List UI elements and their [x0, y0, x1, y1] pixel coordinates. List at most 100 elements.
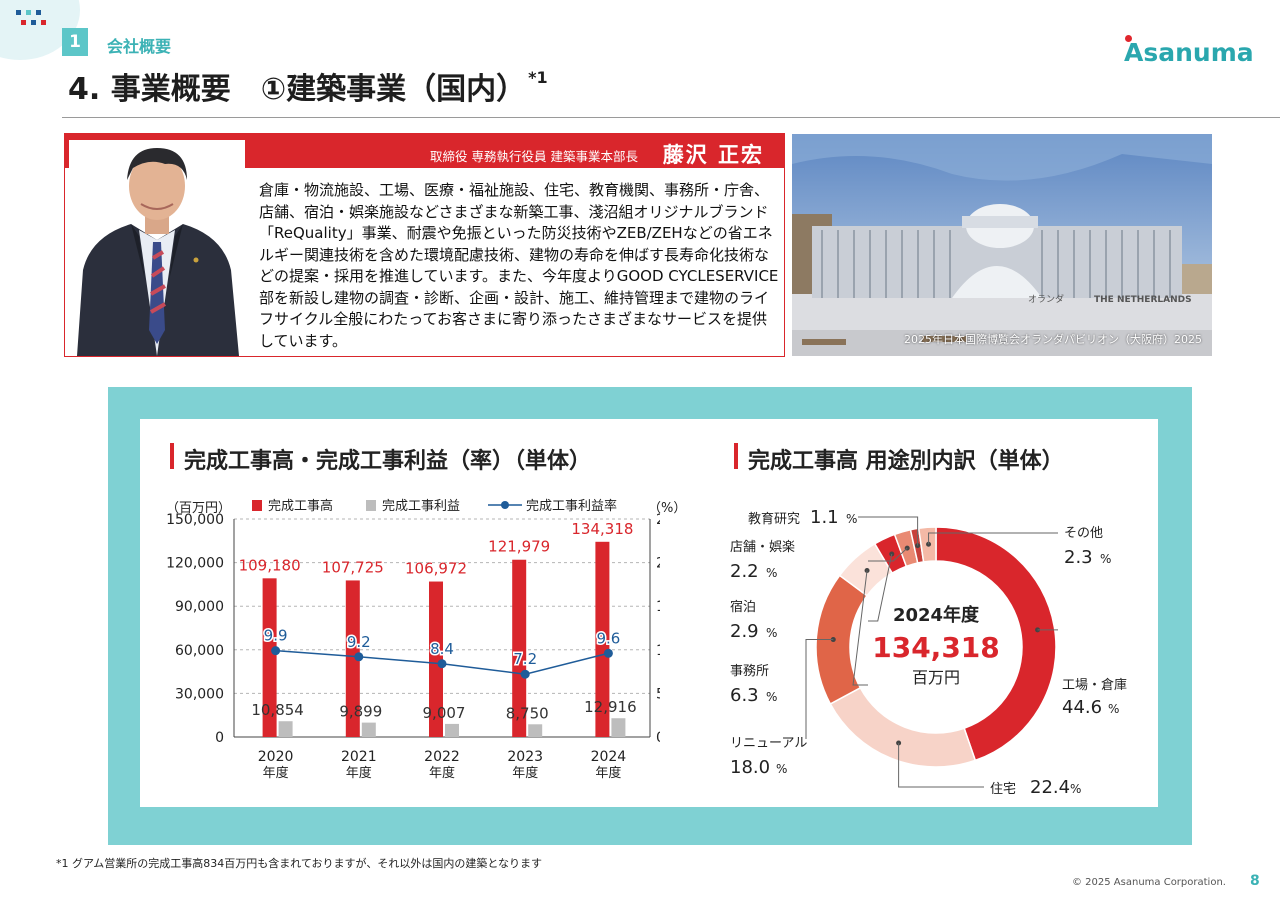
donut-slice-unit: %: [1108, 702, 1119, 716]
donut-slice-name: その他: [1064, 526, 1103, 541]
profit-value-label: 12,916: [584, 698, 637, 716]
bar-chart-title-accent: [170, 443, 174, 469]
profit-value-label: 8,750: [506, 704, 549, 722]
charts-panel-inner: 完成工事高・完成工事利益（率）（単体） （百万円） （%） 完成工事高 完成工事…: [140, 419, 1158, 807]
deco-dot: [36, 10, 41, 15]
donut-leader-line: [898, 742, 984, 788]
sales-value-label: 121,979: [488, 538, 550, 556]
sales-bar: [595, 541, 610, 737]
legend-sales-label: 完成工事高: [268, 499, 334, 514]
donut-leader-dot: [915, 543, 921, 549]
footnote-mark: *1: [528, 68, 548, 87]
profit-bar: [611, 718, 626, 737]
right-axis-tick-label: 25: [656, 512, 660, 528]
donut-slice-unit: %: [1070, 782, 1081, 796]
executive-role: 取締役 専務執行役員 建築事業本部長: [430, 149, 638, 164]
executive-profile: 取締役 専務執行役員 建築事業本部長 藤沢 正宏 倉庫・物流施設、工場、医療・福…: [64, 133, 785, 357]
donut-chart: 2024年度 134,318 百万円 工場・倉庫 44.6 % 住宅 22.4 % リニューアル 1…: [730, 507, 1127, 798]
charts-panel: 完成工事高・完成工事利益（率）（単体） （百万円） （%） 完成工事高 完成工事…: [108, 387, 1192, 845]
donut-slice-unit: %: [766, 690, 777, 704]
donut-chart-title: 完成工事高 用途別内訳（単体）: [748, 449, 1064, 474]
profit-value-label: 10,854: [251, 701, 304, 719]
pavilion-photo: オランダ THE NETHERLANDS 2025年日本国際博覧会オランダパビリ…: [792, 134, 1212, 356]
profit-value-label: 9,899: [339, 703, 382, 721]
sales-bar: [429, 581, 443, 737]
donut-slice-name: 工場・倉庫: [1062, 678, 1127, 693]
profit-rate-label: 9.9: [264, 627, 288, 645]
x-axis-year-suffix: 年度: [595, 765, 621, 781]
donut-chart-title-accent: [734, 443, 738, 469]
copyright: © 2025 Asanuma Corporation.: [1072, 877, 1226, 888]
donut-slice-value: 2.2: [730, 561, 759, 582]
bar-chart: 150,000 120,000 90,000 60,000 30,000 0 25 20 15 1…: [166, 512, 660, 781]
profit-rate-point: [520, 669, 530, 679]
donut-slice-value: 22.4: [1030, 777, 1070, 798]
profit-rate-point: [271, 646, 281, 656]
donut-slice-value: 44.6: [1062, 697, 1102, 718]
x-axis-year-suffix: 年度: [263, 765, 289, 781]
x-axis-year-label: 2021: [341, 749, 377, 765]
footnote: *1 グアム営業所の完成工事高834百万円も含まれておりますが、それ以外は国内の…: [56, 857, 543, 870]
x-axis-year-label: 2023: [507, 749, 543, 765]
right-axis-tick-label: 5: [656, 686, 660, 702]
profit-bar: [528, 724, 543, 737]
legend-rate-label: 完成工事利益率: [526, 499, 618, 514]
legend-profit: 完成工事利益: [366, 495, 460, 514]
page-title-text: 4. 事業概要 ①建築事業（国内）: [68, 72, 527, 107]
deco-dot: [21, 20, 26, 25]
donut-slice-value: 18.0: [730, 757, 770, 778]
executive-portrait: [69, 140, 245, 356]
title-divider: [62, 117, 1280, 118]
pavilion-image: オランダ THE NETHERLANDS: [792, 134, 1212, 356]
donut-center-year: 2024年度: [893, 604, 980, 626]
profit-bar: [445, 723, 459, 737]
right-axis-tick-label: 10: [656, 643, 660, 659]
donut-leader-line: [868, 547, 908, 562]
donut-slice-name: 教育研究: [748, 511, 800, 527]
legend-profit-swatch: [366, 500, 376, 511]
donut-slice: [935, 526, 1057, 762]
profit-rate-label: 9.2: [347, 633, 371, 651]
deco-dot: [26, 10, 31, 15]
x-axis-year-suffix: 年度: [512, 765, 538, 781]
donut-leader-line: [858, 516, 919, 546]
legend-rate-swatch: [488, 501, 522, 509]
donut-slice-value: 2.3: [1064, 547, 1093, 568]
profit-value-label: 9,007: [423, 704, 466, 722]
legend-sales: 完成工事高: [252, 495, 333, 514]
right-axis-tick-label: 15: [656, 599, 660, 615]
donut-slice-value: 2.9: [730, 621, 759, 642]
profit-bar: [361, 722, 376, 737]
left-axis-tick-label: 120,000: [166, 556, 224, 572]
deco-dot: [41, 20, 46, 25]
executive-description: 倉庫・物流施設、工場、医療・福祉施設、住宅、教育機関、事務所・庁舎、店舗、宿泊・…: [259, 181, 779, 350]
donut-leader-line: [928, 532, 1058, 545]
left-axis-tick-label: 0: [215, 730, 224, 746]
x-axis-year-label: 2022: [424, 749, 460, 765]
donut-slice: [829, 686, 977, 768]
donut-slice-name: リニューアル: [730, 736, 807, 751]
logo-dot-icon: [1125, 35, 1132, 42]
photo-caption: 2025年日本国際博覧会オランダパビリオン（大阪府）2025: [904, 333, 1202, 346]
donut-slice-name: 事務所: [730, 664, 769, 679]
donut-center-unit: 百万円: [912, 668, 960, 687]
right-axis-tick-label: 20: [656, 556, 660, 572]
left-axis-tick-label: 60,000: [175, 643, 224, 659]
donut-slice-unit: %: [846, 512, 857, 526]
logo-text: Asanuma: [1124, 38, 1254, 67]
donut-slice-unit: %: [1100, 552, 1111, 566]
profit-rate-point: [354, 652, 364, 662]
page-title: 4. 事業概要 ①建築事業（国内） *1: [68, 64, 548, 108]
sales-value-label: 106,972: [405, 560, 467, 578]
donut-slice-unit: %: [766, 626, 777, 640]
deco-dot: [16, 10, 21, 15]
sales-value-label: 109,180: [239, 556, 301, 574]
sales-value-label: 134,318: [571, 520, 633, 538]
section-number: 1: [62, 28, 88, 56]
profit-rate-label: 9.6: [596, 629, 620, 647]
sales-bar: [512, 559, 527, 737]
donut-slice-value: 6.3: [730, 685, 759, 706]
left-axis-tick-label: 150,000: [166, 512, 224, 528]
left-axis-unit: （百万円）: [166, 501, 232, 516]
left-axis-tick-label: 30,000: [175, 686, 224, 702]
